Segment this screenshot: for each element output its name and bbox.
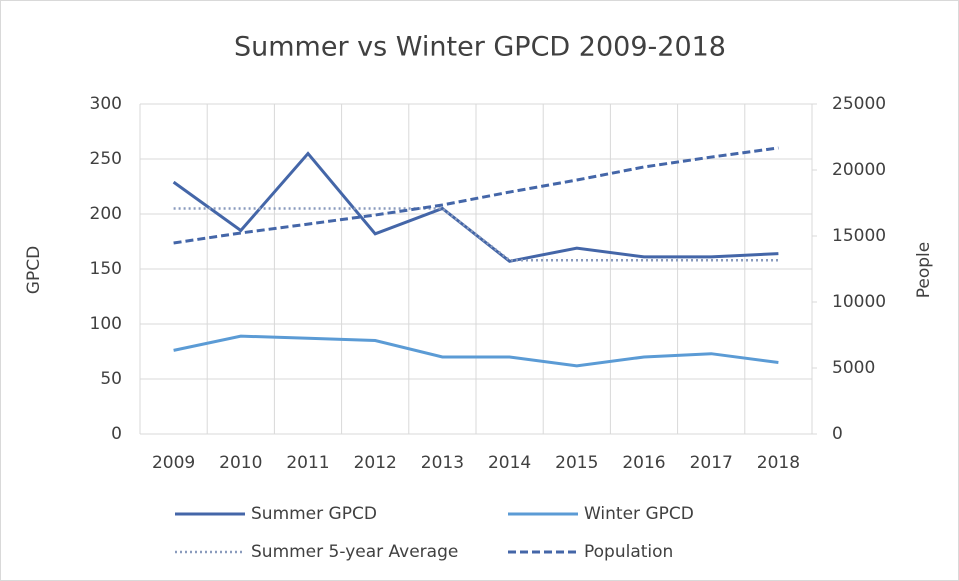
x-tick-label: 2018 bbox=[757, 453, 800, 473]
y2-tick-label: 5000 bbox=[832, 358, 875, 378]
y2-tick-label: 25000 bbox=[832, 94, 886, 114]
y-tick-label: 250 bbox=[90, 149, 122, 169]
x-tick-label: 2015 bbox=[555, 453, 598, 473]
y-tick-label: 100 bbox=[90, 314, 122, 334]
series-line bbox=[173, 207, 779, 262]
series-line bbox=[173, 334, 779, 368]
y-tick-label: 0 bbox=[111, 424, 122, 444]
x-tick-label: 2017 bbox=[690, 453, 733, 473]
y2-tick-label: 15000 bbox=[832, 226, 886, 246]
x-tick-label: 2011 bbox=[286, 453, 329, 473]
y-tick-label: 150 bbox=[90, 259, 122, 279]
y2-tick-label: 20000 bbox=[832, 160, 886, 180]
legend-label: Summer 5-year Average bbox=[251, 542, 458, 562]
x-tick-label: 2016 bbox=[622, 453, 665, 473]
y2-tick-label: 10000 bbox=[832, 292, 886, 312]
x-tick-label: 2009 bbox=[152, 453, 195, 473]
y2-axis-title: People bbox=[914, 242, 934, 298]
x-tick-label: 2010 bbox=[219, 453, 262, 473]
y-axis-title: GPCD bbox=[24, 246, 44, 294]
y-tick-label: 300 bbox=[90, 94, 122, 114]
x-tick-label: 2014 bbox=[488, 453, 531, 473]
y2-tick-label: 0 bbox=[832, 424, 843, 444]
legend-label: Population bbox=[584, 542, 673, 562]
y-tick-label: 200 bbox=[90, 204, 122, 224]
y-tick-label: 50 bbox=[100, 369, 122, 389]
legend-label: Summer GPCD bbox=[251, 504, 377, 524]
x-tick-label: 2012 bbox=[354, 453, 397, 473]
x-tick-label: 2013 bbox=[421, 453, 464, 473]
chart-title: Summer vs Winter GPCD 2009-2018 bbox=[234, 32, 726, 63]
legend-label: Winter GPCD bbox=[584, 504, 694, 524]
series-line bbox=[173, 146, 779, 245]
